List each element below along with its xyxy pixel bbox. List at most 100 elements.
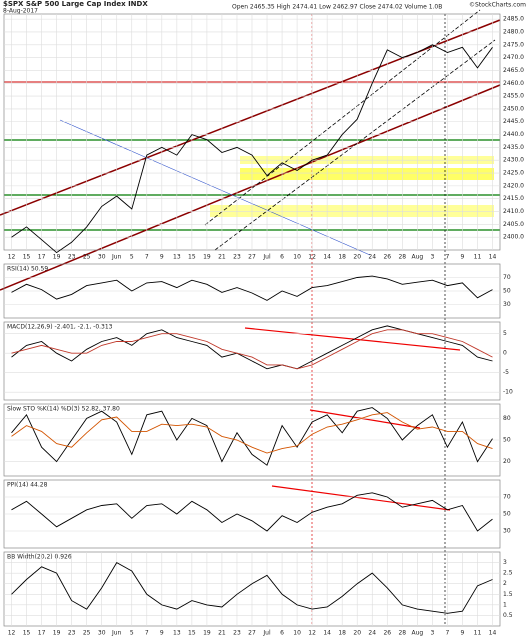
x-tick-label: 9 <box>160 630 164 637</box>
y-tick-label: 1.5 <box>503 591 513 598</box>
x-tick-label: 28 <box>398 254 406 261</box>
divergence-line <box>244 327 461 351</box>
x-tick-label: 25 <box>83 630 91 637</box>
x-tick-label: 27 <box>248 630 256 637</box>
x-tick-label: 23 <box>68 630 76 637</box>
y-tick-label: -5 <box>503 369 509 376</box>
y-tick-label: 1 <box>503 601 507 608</box>
series-line <box>11 407 493 466</box>
x-tick-label: 19 <box>53 630 61 637</box>
x-tick-label: 9 <box>461 630 465 637</box>
x-tick-label: 12 <box>8 630 16 637</box>
y-tick-label: 50 <box>503 288 511 295</box>
panel-title: BB Width(20,2) 0.926 <box>7 554 72 561</box>
x-tick-label: 14 <box>323 254 331 261</box>
y-tick-label: 2485.0 <box>503 16 524 23</box>
divergence-line <box>271 485 451 511</box>
chart-date: 8-Aug-2017 <box>3 8 38 15</box>
x-tick-label: 23 <box>68 254 76 261</box>
x-tick-label: 17 <box>38 254 46 261</box>
x-tick-label: 23 <box>233 254 241 261</box>
x-tick-label: 19 <box>53 254 61 261</box>
y-tick-label: 50 <box>503 437 511 444</box>
panel-title: Slow STO %K(14) %D(3) 52.82, 37.80 <box>7 406 120 413</box>
x-tick-label: 27 <box>248 254 256 261</box>
x-tick-label: Jun <box>111 630 122 637</box>
x-tick-label: 10 <box>293 630 301 637</box>
y-tick-label: 2425.0 <box>503 170 524 177</box>
x-tick-label: 3 <box>430 630 434 637</box>
panel-title: MACD(12,26,9) -2.401, -2.1, -0.313 <box>7 324 113 331</box>
x-tick-label: 15 <box>23 630 31 637</box>
series-line <box>11 44 493 254</box>
x-tick-label: 15 <box>23 254 31 261</box>
y-tick-label: 2475.0 <box>503 41 524 48</box>
y-tick-label: 2435.0 <box>503 144 524 151</box>
source: ©StockCharts.com <box>469 2 526 9</box>
x-tick-label: 12 <box>308 254 316 261</box>
y-tick-label: 0 <box>503 350 507 357</box>
y-tick-label: 20 <box>503 458 511 465</box>
x-tick-label: 14 <box>323 630 331 637</box>
y-tick-label: 2.5 <box>503 570 513 577</box>
x-tick-label: 7 <box>145 254 149 261</box>
x-tick-label: 11 <box>474 630 482 637</box>
x-tick-label: Jul <box>262 254 271 261</box>
y-tick-label: 2410.0 <box>503 208 524 215</box>
y-tick-label: 2420.0 <box>503 182 524 189</box>
x-tick-label: 5 <box>130 630 134 637</box>
x-tick-label: 9 <box>461 254 465 261</box>
x-tick-label: 19 <box>203 254 211 261</box>
x-tick-label: 24 <box>368 630 376 637</box>
y-tick-label: 2 <box>503 580 507 587</box>
panel-title: RSI(14) 50.59 <box>7 266 48 273</box>
x-tick-label: 24 <box>368 254 376 261</box>
y-tick-label: 2460.0 <box>503 80 524 87</box>
y-tick-label: 2455.0 <box>503 93 524 100</box>
chart-title: $SPX S&P 500 Large Cap Index INDX <box>3 0 148 8</box>
x-tick-label: 17 <box>38 630 46 637</box>
series-line <box>11 329 493 370</box>
x-tick-label: 23 <box>233 630 241 637</box>
x-tick-label: Jun <box>111 254 122 261</box>
x-tick-label: Jul <box>262 630 271 637</box>
x-tick-label: 3 <box>430 254 434 261</box>
series-line <box>11 275 493 301</box>
x-tick-label: 14 <box>489 254 497 261</box>
x-tick-label: 5 <box>130 254 134 261</box>
x-tick-label: 18 <box>338 254 346 261</box>
x-tick-label: 14 <box>489 630 497 637</box>
x-tick-label: 13 <box>173 254 181 261</box>
trend-line <box>0 84 501 291</box>
y-tick-label: 70 <box>503 494 511 501</box>
x-tick-label: 18 <box>338 630 346 637</box>
y-tick-label: 30 <box>503 301 511 308</box>
series-line <box>11 492 493 532</box>
x-tick-label: 12 <box>308 630 316 637</box>
x-tick-label: 7 <box>145 630 149 637</box>
y-tick-label: -10 <box>503 389 513 396</box>
y-tick-label: 5 <box>503 330 507 337</box>
y-tick-label: 2400.0 <box>503 234 524 241</box>
x-tick-label: 26 <box>383 254 391 261</box>
y-tick-label: 2440.0 <box>503 131 524 138</box>
x-tick-label: 7 <box>445 254 449 261</box>
x-tick-label: 20 <box>353 254 361 261</box>
y-tick-label: 2445.0 <box>503 118 524 125</box>
zone <box>210 205 494 217</box>
x-tick-label: 15 <box>188 630 196 637</box>
channel-line <box>214 39 496 251</box>
quote-line: Open 2465.35 High 2474.41 Low 2462.97 Cl… <box>232 4 442 11</box>
y-tick-label: 3 <box>503 559 507 566</box>
x-tick-label: Aug <box>411 254 423 261</box>
y-tick-label: 2465.0 <box>503 67 524 74</box>
x-tick-label: 9 <box>160 254 164 261</box>
y-tick-label: 2470.0 <box>503 54 524 61</box>
x-tick-label: 10 <box>293 254 301 261</box>
x-tick-label: 21 <box>218 630 226 637</box>
y-tick-label: 0.5 <box>503 612 513 619</box>
x-tick-label: 7 <box>445 630 449 637</box>
y-tick-label: 2450.0 <box>503 105 524 112</box>
